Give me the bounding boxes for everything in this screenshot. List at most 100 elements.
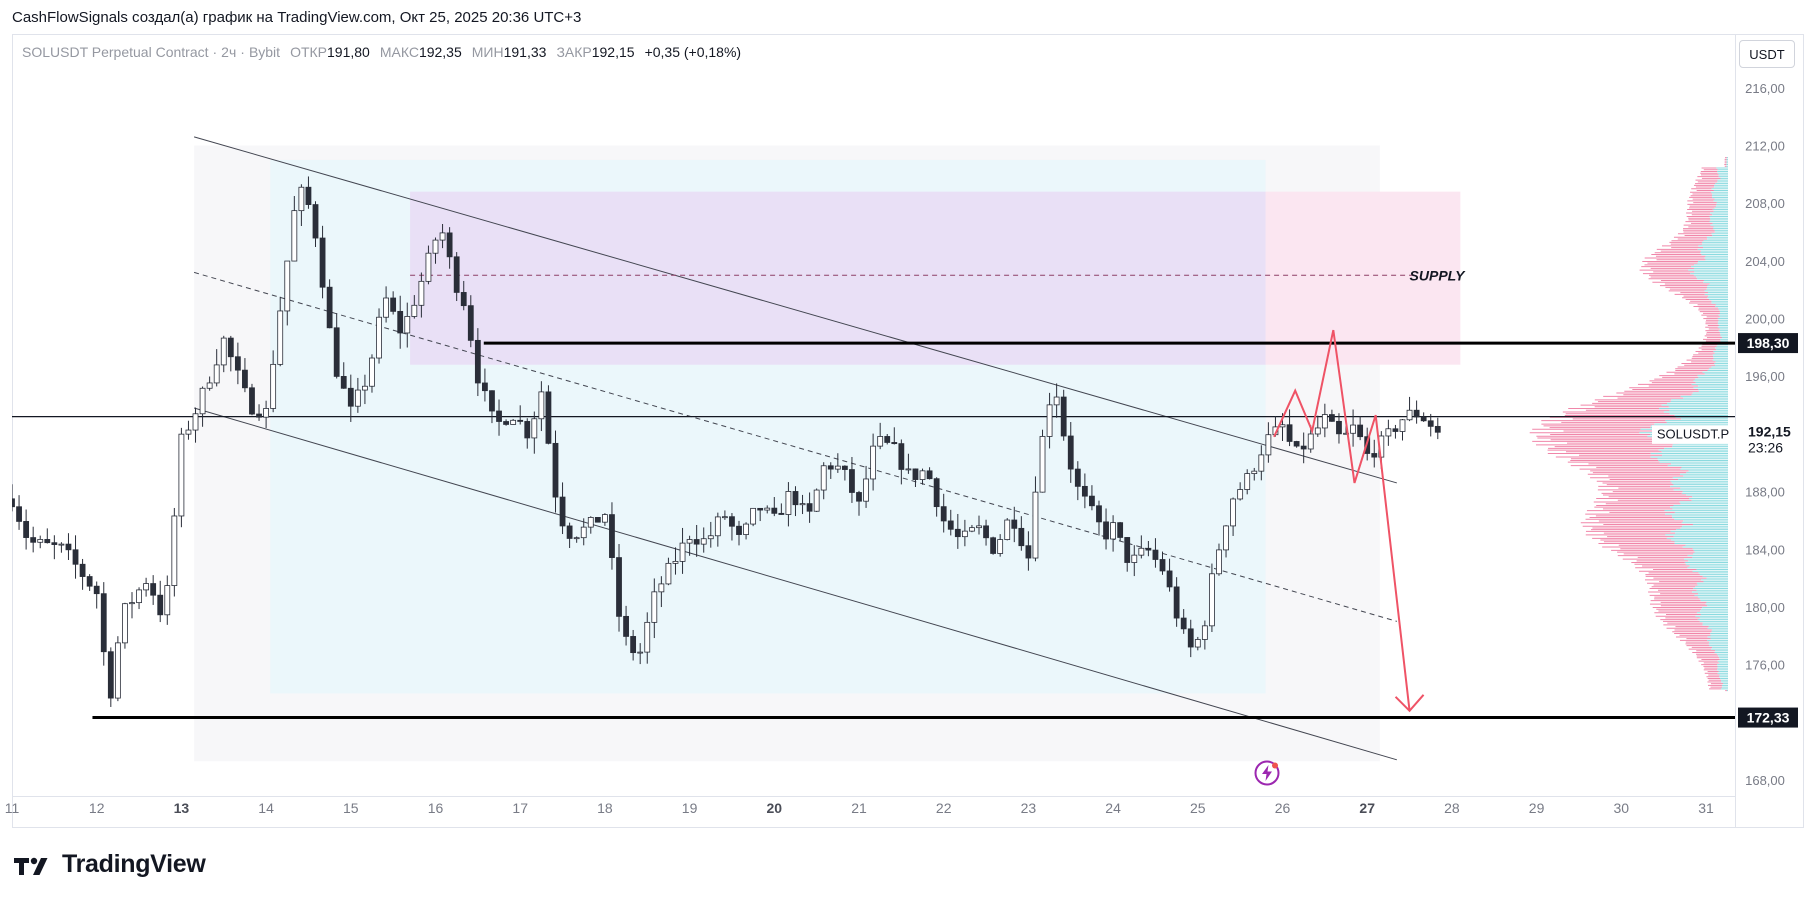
candle-body: [1152, 549, 1159, 560]
candle-body: [1053, 396, 1060, 406]
candle-body: [58, 543, 65, 546]
candle: [531, 411, 538, 454]
candle: [1004, 518, 1011, 541]
candle-body: [559, 496, 566, 527]
channel-lower-line: [193, 407, 1397, 761]
candle: [51, 535, 58, 560]
candle-body: [1089, 495, 1095, 507]
currency-button[interactable]: USDT: [1739, 40, 1795, 68]
candle-body: [298, 186, 305, 212]
candle: [164, 575, 171, 625]
candle-body: [792, 491, 799, 506]
candle: [1357, 416, 1364, 441]
x-tick-label: 24: [1105, 800, 1121, 816]
candle: [792, 486, 799, 517]
legend-close-label: ЗАКР: [556, 44, 592, 60]
candle: [496, 399, 502, 436]
candle: [552, 430, 559, 513]
x-tick-label: 25: [1190, 800, 1206, 816]
legend-high-value: 192,35: [418, 44, 462, 60]
candle-body: [51, 542, 58, 545]
candle-body: [552, 442, 559, 498]
candle-body: [340, 376, 347, 389]
candle: [1420, 412, 1427, 422]
candle: [1145, 540, 1152, 557]
candle-body: [1244, 473, 1251, 490]
candle: [65, 533, 72, 560]
candle-body: [284, 260, 291, 312]
candle-body: [1025, 545, 1032, 559]
candle-body: [884, 436, 891, 443]
candle-body: [1223, 525, 1229, 551]
candle-body: [1117, 522, 1124, 538]
candle: [517, 405, 524, 425]
level-label-bg: [1738, 333, 1798, 354]
candle-body: [905, 468, 912, 471]
candle: [58, 542, 65, 553]
level-label-bg: [1738, 707, 1798, 728]
candle: [1194, 636, 1201, 651]
candle-body: [37, 539, 44, 543]
candle: [721, 510, 728, 520]
tradingview-logo-icon: [14, 857, 48, 875]
x-tick-label: 19: [682, 800, 698, 816]
candle-body: [969, 527, 975, 532]
candle-body: [806, 503, 813, 512]
candle-body: [778, 512, 785, 515]
candle-body: [757, 507, 764, 511]
candle: [439, 223, 446, 249]
candle: [813, 488, 820, 512]
volume-profile: [1529, 157, 1728, 692]
candle-body: [679, 542, 686, 562]
candle: [651, 578, 658, 639]
candle: [1110, 515, 1116, 552]
candle: [1131, 545, 1138, 577]
candle: [1434, 417, 1441, 440]
candle-body: [1350, 424, 1356, 434]
candle: [573, 536, 580, 543]
x-tick-label: 22: [936, 800, 952, 816]
candle: [1081, 473, 1088, 509]
candle: [997, 534, 1004, 557]
candle: [1329, 409, 1335, 422]
y-tick-label: 184,00: [1745, 542, 1785, 557]
legend-symbol[interactable]: SOLUSDT Perpetual Contract: [22, 44, 209, 60]
candle-body: [841, 465, 848, 470]
x-tick-label: 18: [597, 800, 613, 816]
candle-body: [213, 364, 220, 384]
candle: [524, 418, 531, 449]
candle: [150, 575, 157, 605]
candle: [884, 434, 891, 445]
candle: [714, 512, 721, 547]
legend-open-value: 191,80: [327, 44, 370, 60]
candle: [764, 505, 771, 514]
alert-lightning-icon[interactable]: [1253, 759, 1281, 787]
candle: [1039, 429, 1046, 493]
forecast-arrowhead: [1394, 694, 1425, 713]
candle: [489, 390, 495, 424]
candle-body: [1413, 409, 1420, 418]
candle-body: [587, 517, 594, 528]
candle: [778, 503, 785, 515]
y-tick-label: 200,00: [1745, 312, 1785, 327]
candle: [961, 519, 968, 547]
level-price-label: 198,30: [1747, 335, 1790, 351]
candle-body: [1081, 485, 1088, 497]
candle-body: [602, 514, 608, 523]
candle: [827, 462, 834, 479]
candle-body: [1194, 639, 1201, 648]
candle-body: [143, 583, 150, 591]
candle-body: [1173, 586, 1180, 619]
tradingview-brand[interactable]: TradingView: [14, 850, 206, 879]
last-price-value: 192,15: [1748, 424, 1791, 440]
candle-body: [686, 539, 693, 544]
candle-body: [1258, 454, 1265, 472]
candle: [482, 368, 488, 402]
candle-body: [743, 523, 749, 535]
candle: [136, 587, 142, 610]
x-tick-label: 14: [258, 800, 274, 816]
candle: [1258, 445, 1265, 481]
candle-body: [1279, 424, 1286, 428]
candle: [587, 516, 594, 534]
